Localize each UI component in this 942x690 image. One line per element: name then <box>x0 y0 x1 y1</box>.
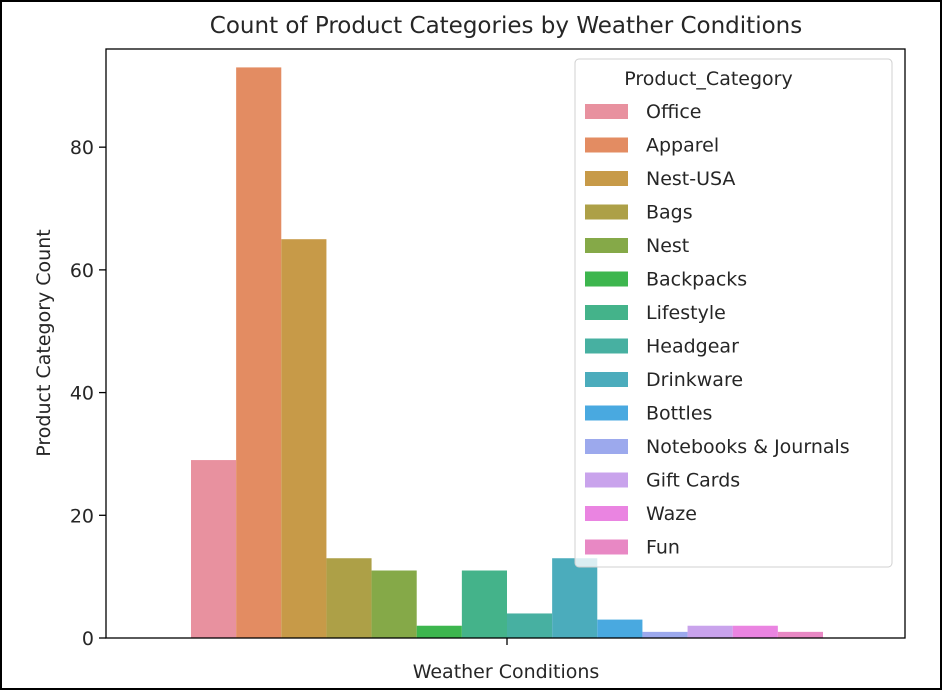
bar-nest-usa <box>281 239 327 638</box>
legend-swatch-nest <box>585 238 628 253</box>
y-tick-label: 60 <box>70 260 94 282</box>
bar-bottles <box>597 619 643 638</box>
legend-swatch-gift-cards <box>585 472 628 488</box>
bar-lifestyle <box>461 570 507 638</box>
chart-title: Count of Product Categories by Weather C… <box>210 13 802 39</box>
legend-swatch-apparel <box>585 137 628 153</box>
legend-swatch-notebooks-journals <box>585 439 628 454</box>
legend-swatch-headgear <box>585 338 628 354</box>
bar-bags <box>326 558 372 638</box>
legend-label-backpacks: Backpacks <box>646 269 747 291</box>
bar-nest <box>371 570 417 638</box>
legend-label-drinkware: Drinkware <box>646 369 743 391</box>
bars-group <box>191 67 823 638</box>
y-tick-label: 80 <box>70 137 94 159</box>
legend-label-office: Office <box>646 101 701 123</box>
legend-label-lifestyle: Lifestyle <box>646 302 726 324</box>
y-tick-label: 20 <box>70 505 94 527</box>
legend-label-bottles: Bottles <box>646 403 712 425</box>
legend-swatch-bags <box>585 204 628 220</box>
legend-label-gift-cards: Gift Cards <box>646 470 740 492</box>
legend-swatch-lifestyle <box>585 305 628 320</box>
x-axis-label: Weather Conditions <box>413 661 600 683</box>
legend-label-nest-usa: Nest-USA <box>646 168 735 190</box>
legend-box <box>574 58 893 568</box>
bar-headgear <box>507 613 553 638</box>
plot-area-frame <box>105 48 906 639</box>
legend-label-bags: Bags <box>646 202 693 224</box>
bar-waze <box>732 625 778 638</box>
legend-label-nest: Nest <box>646 235 689 257</box>
legend-label-notebooks-journals: Notebooks & Journals <box>646 436 850 458</box>
legend: Product_Category Office Apparel Nest-USA Ba… <box>574 58 893 568</box>
legend-swatch-bottles <box>585 405 628 421</box>
legend-swatch-waze <box>585 506 628 521</box>
legend-swatch-nest-usa <box>585 171 628 186</box>
y-axis-label: Product Category Count <box>33 229 55 456</box>
legend-swatch-fun <box>585 539 628 555</box>
bar-fun <box>777 631 823 638</box>
bar-gift-cards <box>687 625 733 638</box>
legend-label-waze: Waze <box>646 503 697 525</box>
bar-backpacks <box>416 625 462 638</box>
bar-drinkware <box>552 558 598 638</box>
legend-title: Product_Category <box>624 68 792 90</box>
legend-swatch-drinkware <box>585 372 628 387</box>
y-tick-label: 0 <box>82 628 94 650</box>
legend-label-fun: Fun <box>646 537 680 559</box>
y-axis: 0 20 40 60 80 <box>70 137 106 650</box>
legend-swatch-backpacks <box>585 271 628 287</box>
legend-label-headgear: Headgear <box>646 336 739 358</box>
bar-office <box>191 460 237 638</box>
bar-notebooks-journals <box>642 631 688 638</box>
legend-label-apparel: Apparel <box>646 135 719 157</box>
y-tick-label: 40 <box>70 383 94 405</box>
legend-swatch-office <box>585 104 628 119</box>
bar-apparel <box>236 67 282 638</box>
